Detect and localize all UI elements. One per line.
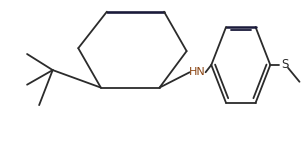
Text: HN: HN: [189, 67, 206, 77]
Text: S: S: [281, 58, 288, 72]
